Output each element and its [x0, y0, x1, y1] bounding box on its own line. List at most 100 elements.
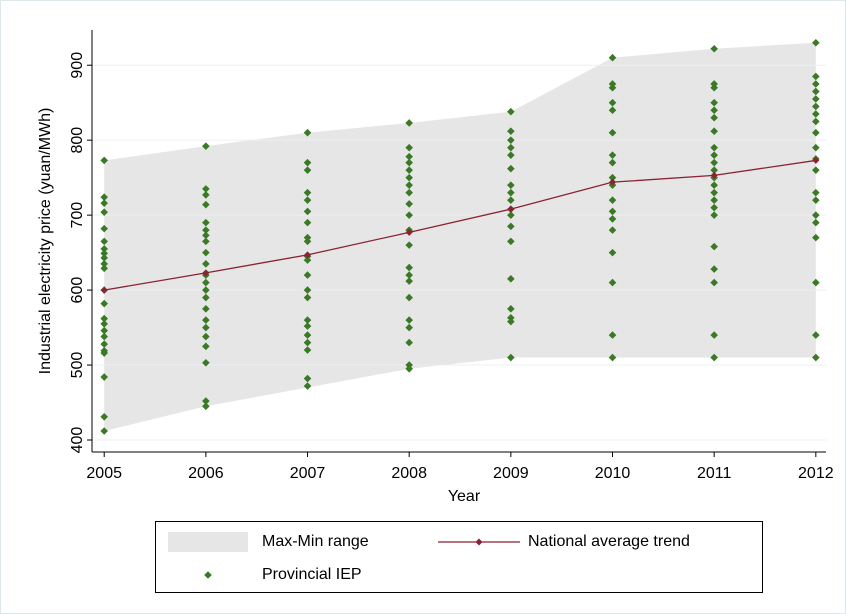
scatter-point — [812, 95, 820, 103]
scatter-point — [303, 218, 312, 227]
scatter-point — [608, 226, 617, 234]
scatter-point — [608, 53, 617, 62]
scatter-point — [100, 320, 108, 328]
scatter-point — [812, 143, 820, 152]
scatter-point — [710, 242, 718, 251]
trend-marker — [507, 205, 515, 213]
scatter-point — [812, 233, 820, 242]
y-tick-label: 800 — [69, 127, 86, 154]
scatter-point — [202, 142, 210, 150]
scatter-point — [608, 331, 617, 339]
scatter-point — [710, 196, 718, 204]
scatter-point — [507, 237, 515, 246]
scatter-point — [202, 248, 210, 257]
y-tick-label: 900 — [69, 52, 86, 79]
scatter-point — [202, 323, 210, 332]
scatter-point — [812, 278, 820, 287]
scatter-point — [100, 314, 108, 323]
scatter-point — [100, 349, 108, 357]
scatter-point — [507, 275, 515, 283]
x-tick-label: 2007 — [290, 465, 326, 482]
scatter-point — [202, 286, 210, 294]
x-tick-label: 2010 — [595, 465, 631, 482]
scatter-point — [202, 237, 210, 246]
scatter-point — [100, 208, 108, 216]
scatter-point — [303, 293, 312, 302]
scatter-point — [507, 188, 515, 197]
scatter-point — [507, 143, 515, 152]
x-axis-label: Year — [448, 488, 481, 505]
trend-line — [104, 159, 816, 291]
scatter-point — [100, 340, 108, 348]
scatter-point — [507, 222, 515, 231]
scatter-point — [710, 127, 718, 135]
x-tick-label: 2006 — [188, 465, 224, 482]
scatter-point — [303, 237, 312, 246]
legend-label: Max-Min range — [262, 533, 369, 550]
scatter-point — [405, 241, 413, 249]
scatter-point — [812, 72, 820, 81]
scatter-point — [405, 323, 413, 332]
scatter-point — [303, 346, 312, 354]
scatter-point — [812, 188, 820, 197]
scatter-point — [405, 166, 413, 174]
scatter-point — [507, 181, 515, 189]
scatter-point — [710, 143, 718, 152]
scatter-point — [100, 412, 108, 421]
scatter-point — [100, 254, 108, 262]
scatter-point — [100, 373, 108, 381]
scatter-point — [405, 173, 413, 182]
scatter-point — [507, 305, 515, 313]
scatter-point — [303, 207, 312, 216]
x-tick-label: 2009 — [493, 465, 529, 482]
plot-area — [92, 42, 826, 441]
legend-label: National average trend — [528, 533, 690, 550]
scatter-point — [202, 278, 210, 287]
scatter-point — [202, 342, 210, 351]
scatter-point — [202, 359, 210, 367]
scatter-point — [608, 207, 617, 216]
scatter-point — [303, 158, 312, 167]
scatter-point — [303, 128, 312, 137]
scatter-point — [303, 374, 312, 383]
scatter-point — [608, 158, 617, 167]
scatter-point — [202, 218, 210, 227]
scatter-point — [405, 271, 413, 279]
scatter-point — [405, 152, 413, 161]
scatter-point — [608, 278, 617, 287]
scatter-point — [812, 331, 820, 339]
scatter-point — [710, 98, 718, 107]
x-tick-label: 2011 — [697, 465, 732, 482]
scatter-point — [303, 196, 312, 204]
trend-marker — [609, 178, 617, 186]
scatter-point — [100, 156, 108, 165]
scatter-point — [100, 264, 108, 273]
trend-marker — [405, 228, 413, 236]
scatter-point — [405, 277, 413, 285]
scatter-point — [812, 353, 820, 362]
scatter-point — [202, 260, 210, 268]
scatter-point — [812, 196, 820, 204]
scatter-point — [710, 353, 718, 362]
legend-marker — [475, 538, 483, 546]
scatter-point — [100, 332, 108, 341]
scatter-point — [100, 326, 108, 335]
legend-label: Provincial IEP — [262, 566, 362, 583]
scatter-point — [405, 293, 413, 302]
trend-marker — [304, 251, 312, 259]
scatter-point — [710, 181, 718, 189]
scatter-point — [608, 353, 617, 362]
scatter-point — [812, 211, 820, 219]
scatter-point — [812, 218, 820, 227]
scatter-point — [608, 83, 617, 92]
y-axis-label: Industrial electricity price (yuan/MWh) — [37, 108, 54, 375]
scatter-point — [100, 249, 108, 258]
scatter-point — [608, 106, 617, 115]
legend — [155, 521, 763, 593]
trend-marker — [812, 156, 820, 164]
scatter-point — [710, 331, 718, 339]
scatter-point — [303, 256, 312, 264]
scatter-point — [100, 299, 108, 308]
scatter-point — [405, 364, 413, 373]
scatter-point — [202, 305, 210, 313]
